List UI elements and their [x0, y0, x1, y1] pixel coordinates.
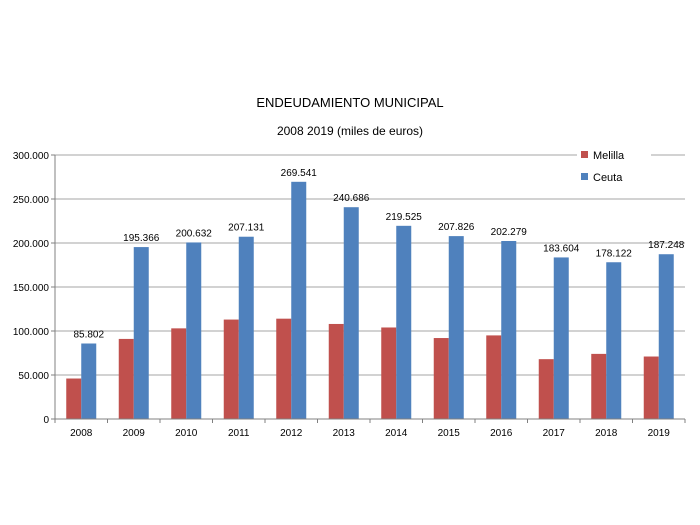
bar-melilla [433, 338, 449, 419]
bar-ceuta [606, 262, 622, 419]
bar-melilla [643, 356, 659, 419]
x-tick-label: 2016 [490, 428, 513, 439]
data-label-ceuta: 187.248 [648, 240, 685, 251]
legend-background [577, 170, 651, 184]
bar-melilla [486, 335, 502, 419]
legend-background [577, 148, 651, 162]
y-tick-label: 150.000 [13, 283, 50, 294]
legend-swatch-melilla [581, 151, 588, 158]
legend-swatch-ceuta [581, 173, 588, 180]
y-tick-label: 0 [43, 415, 49, 426]
data-label-ceuta: 207.131 [228, 223, 265, 234]
data-label-ceuta: 207.826 [438, 222, 475, 233]
bar-melilla [328, 323, 344, 419]
legend: Melilla Ceuta [577, 148, 651, 184]
bar-ceuta [396, 225, 412, 419]
data-label-ceuta: 269.541 [281, 168, 318, 179]
axes: 0 50.000 100.000 150.000 200.000 250.000 300.0… [13, 151, 686, 439]
chart-subtitle: 2008 2019 (miles de euros) [277, 124, 423, 138]
x-tick-label: 2013 [333, 428, 356, 439]
y-tick-label: 50.000 [18, 371, 49, 382]
data-label-ceuta: 240.686 [333, 193, 370, 204]
chart-title: ENDEUDAMIENTO MUNICIPAL [256, 95, 443, 110]
bars [66, 181, 674, 419]
bar-ceuta [501, 240, 517, 419]
data-label-ceuta: 202.279 [491, 227, 528, 238]
bar-ceuta [81, 343, 97, 419]
legend-label-melilla: Melilla [593, 150, 625, 162]
y-tick-label: 100.000 [13, 327, 50, 338]
bar-ceuta [343, 207, 359, 419]
x-tick-label: 2019 [648, 428, 671, 439]
data-label-ceuta: 195.366 [123, 233, 160, 244]
bar-melilla [538, 359, 554, 419]
x-tick-label: 2009 [123, 428, 146, 439]
x-tick-label: 2008 [70, 428, 93, 439]
bar-melilla [276, 318, 292, 419]
gridlines [55, 154, 685, 376]
y-tick-label: 300.000 [13, 151, 50, 162]
bar-melilla [381, 327, 397, 419]
bar-melilla [591, 353, 607, 419]
x-tick-label: 2011 [228, 428, 250, 439]
x-tick-label: 2010 [175, 428, 198, 439]
y-tick-label: 250.000 [13, 195, 50, 206]
data-label-ceuta: 183.604 [543, 243, 580, 254]
y-tick-label: 200.000 [13, 239, 50, 250]
x-tick-label: 2017 [543, 428, 566, 439]
x-tick-label: 2015 [438, 428, 461, 439]
data-label-ceuta: 219.525 [386, 212, 423, 223]
data-labels: 85.802 195.366 200.632 207.131 269.541 240.68… [73, 168, 684, 341]
x-tick-label: 2018 [595, 428, 618, 439]
bar-melilla [66, 378, 82, 419]
bar-melilla [223, 319, 239, 419]
bar-ceuta [291, 181, 307, 419]
bar-ceuta [238, 236, 254, 419]
x-tick-label: 2014 [385, 428, 408, 439]
bar-ceuta [186, 242, 202, 419]
legend-label-ceuta: Ceuta [593, 172, 623, 184]
bar-melilla [171, 328, 187, 419]
bar-melilla [118, 338, 134, 419]
bar-ceuta [448, 236, 464, 419]
data-label-ceuta: 85.802 [73, 329, 104, 340]
bar-ceuta [658, 254, 674, 419]
x-tick-label: 2012 [280, 428, 303, 439]
data-label-ceuta: 178.122 [596, 248, 633, 259]
bar-ceuta [133, 247, 149, 419]
bar-ceuta [553, 257, 569, 419]
data-label-ceuta: 200.632 [176, 228, 213, 239]
